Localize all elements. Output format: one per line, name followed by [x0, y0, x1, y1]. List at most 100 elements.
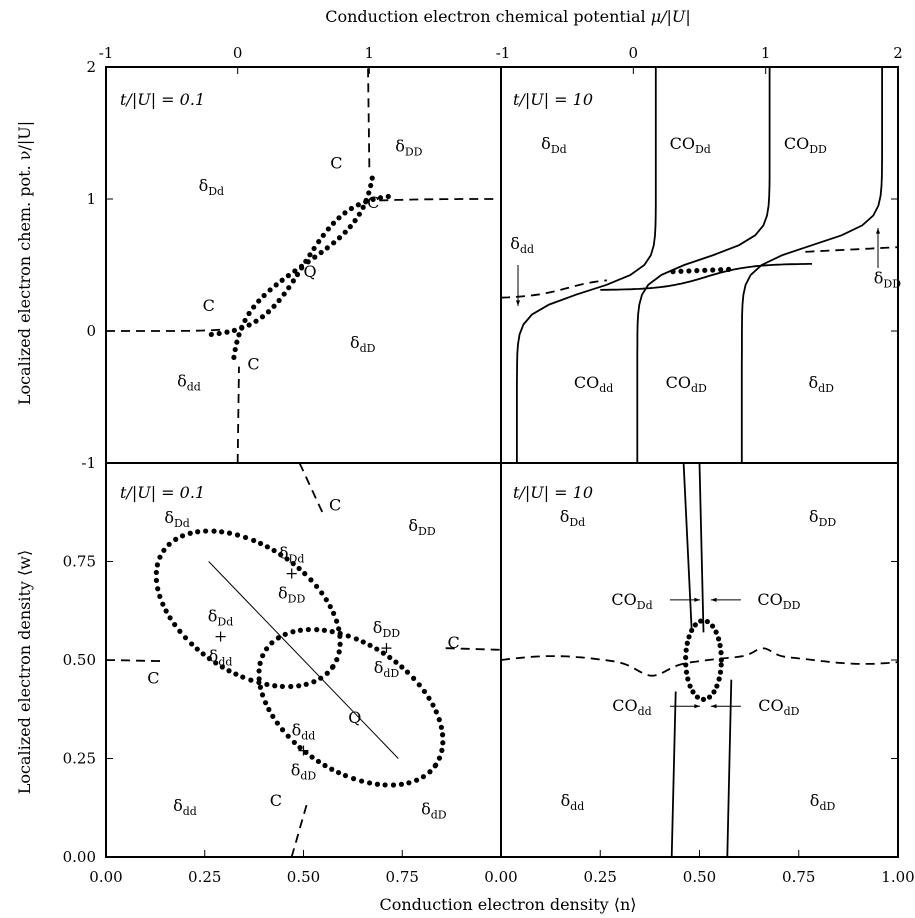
annotation-label: CODd [611, 590, 652, 612]
x-tick-label-bottom: 0.75 [782, 868, 815, 886]
first-order-line-dotted [267, 287, 273, 293]
first-order-loop-dotted [189, 641, 195, 647]
panel-parameter-label: t/|U| = 0.1 [120, 483, 205, 502]
first-order-loop-dotted [177, 628, 183, 634]
region-label: COdd [574, 373, 613, 395]
region-label: δdD [350, 333, 376, 355]
region-label: δdd [173, 796, 197, 818]
first-order-line-dotted [377, 195, 384, 201]
first-order-loop-dotted [288, 683, 294, 690]
critical-point-label: C [247, 354, 259, 373]
x-axis-title-bottom: Conduction electron density ⟨n⟩ [379, 895, 636, 914]
region-label: δdD [374, 658, 400, 680]
first-order-loop-dotted [166, 541, 172, 547]
first-order-line-dotted [298, 263, 305, 269]
first-order-line-dotted [290, 278, 296, 284]
first-order-loop-dotted [406, 780, 412, 786]
first-order-loop-dotted [271, 547, 277, 554]
first-order-loop-dotted [717, 669, 724, 675]
first-order-loop-dotted [689, 627, 695, 634]
x-tick-label-top: 2 [893, 44, 903, 62]
first-order-line-dotted [366, 190, 372, 196]
first-order-line-dotted [369, 175, 375, 181]
first-order-loop-dotted [683, 647, 689, 653]
region-label: + [214, 626, 227, 645]
x-tick-label-top: 0 [629, 44, 639, 62]
annotation-arrow [694, 704, 701, 709]
x-tick-label-bottom: 1.00 [881, 868, 914, 886]
first-order-loop-dotted [279, 727, 286, 733]
first-order-loop-dotted [187, 530, 193, 536]
first-order-line-dotted [694, 268, 700, 274]
x-tick-label-bottom: 0.25 [188, 868, 221, 886]
first-order-loop-dotted [323, 597, 329, 603]
first-order-loop-dotted [257, 684, 264, 690]
first-order-loop-dotted [234, 532, 241, 538]
first-order-loop-dotted [206, 655, 212, 662]
first-order-loop-dotted [297, 627, 303, 633]
first-order-loop-dotted [387, 654, 393, 661]
first-order-line-dotted [330, 220, 337, 226]
critical-point-label: C [330, 154, 342, 173]
phase-boundary [740, 67, 883, 463]
first-order-loop-dotted [433, 709, 439, 715]
region-label: δDd [560, 507, 586, 529]
first-order-loop-dotted [153, 577, 160, 584]
first-order-line-dotted [710, 267, 716, 273]
first-order-loop-dotted [390, 782, 397, 788]
first-order-loop-dotted [315, 758, 322, 765]
first-order-loop-dotted [420, 774, 427, 780]
first-order-loop-dotted [290, 561, 296, 567]
first-order-loop-dotted [269, 640, 275, 646]
first-order-line-dotted [239, 324, 245, 330]
phase-boundary-dashed [500, 279, 607, 299]
region-label: δdd [292, 721, 316, 743]
first-order-loop-dotted [308, 577, 314, 583]
first-order-loop-dotted [233, 671, 239, 677]
first-order-line-dotted [265, 309, 272, 315]
first-order-loop-dotted [275, 635, 281, 641]
region-label: δDd [164, 508, 190, 530]
first-order-loop-dotted [374, 781, 381, 787]
first-order-loop-dotted [700, 696, 707, 703]
first-order-loop-dotted [706, 694, 713, 700]
first-order-line-dotted [316, 239, 322, 245]
first-order-line-dotted [325, 226, 331, 232]
phase-boundary [516, 67, 657, 463]
y-tick-label: 0 [86, 322, 96, 340]
first-order-line-dotted [216, 330, 222, 337]
annotation-arrow [710, 704, 717, 709]
first-order-loop-dotted [380, 650, 386, 656]
first-order-loop-dotted [427, 769, 433, 775]
first-order-line-dotted [261, 292, 267, 299]
first-order-loop-dotted [211, 528, 217, 534]
first-order-line-dotted [360, 204, 366, 210]
first-order-loop-dotted [333, 618, 340, 624]
region-label: CODD [784, 134, 827, 156]
first-order-line-dotted [356, 211, 362, 217]
first-order-loop-dotted [336, 649, 342, 655]
first-order-loop-dotted [426, 695, 432, 701]
x-tick-label-top: 1 [761, 44, 771, 62]
first-order-loop-dotted [345, 633, 351, 639]
region-label: δDd [208, 606, 234, 628]
y-axis-title-bottom: Localized electron density ⟨w⟩ [15, 550, 34, 794]
first-order-loop-dotted [266, 706, 272, 713]
first-order-loop-dotted [432, 763, 438, 769]
panel-parameter-label: t/|U| = 10 [513, 483, 593, 502]
first-order-line-dotted [279, 277, 285, 283]
first-order-loop-dotted [329, 664, 336, 670]
first-order-line-dotted [385, 193, 391, 200]
phase-boundary-dashed [298, 462, 325, 515]
first-order-line-dotted [231, 354, 237, 360]
x-tick-label-bottom: 0.50 [287, 868, 320, 886]
phase-boundary-dashed [445, 647, 502, 651]
region-label: δDd [199, 176, 225, 198]
first-order-line-dotted [305, 259, 311, 265]
first-order-loop-dotted [264, 681, 270, 688]
first-order-loop-dotted [421, 688, 428, 695]
first-order-loop-dotted [337, 641, 343, 647]
phase-boundary [698, 462, 705, 633]
first-order-line-dotted [246, 310, 252, 317]
phase-boundary-dashed [379, 198, 495, 202]
